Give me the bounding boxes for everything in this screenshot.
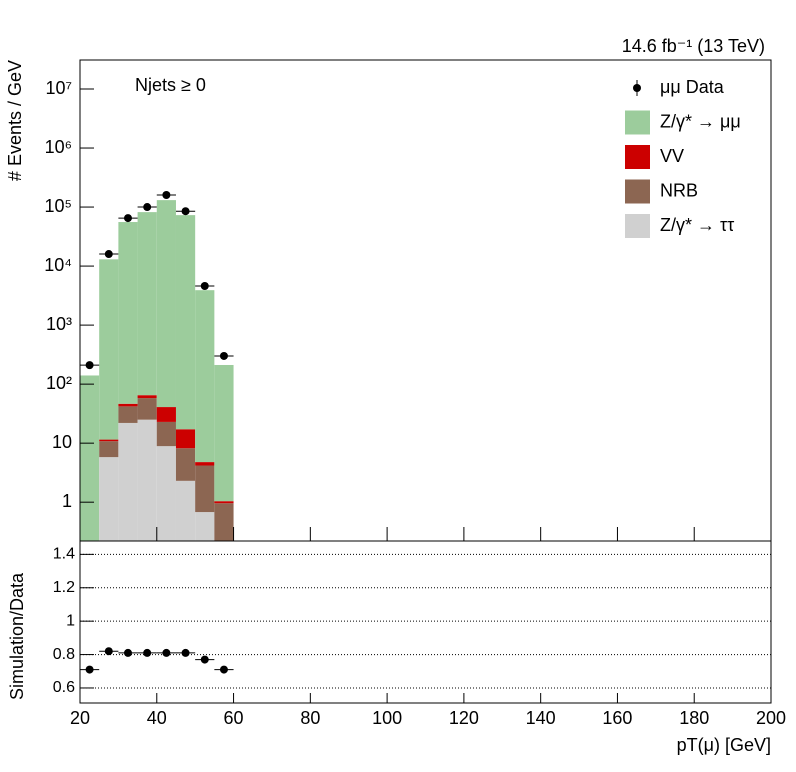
ratio-point [219,665,228,674]
x-tick-label: 200 [756,708,786,728]
histogram-bar [137,212,157,396]
histogram-bar [175,215,196,430]
y-tick-label: 10⁵ [45,196,72,216]
histogram-bar [156,407,176,422]
x-tick-label: 120 [449,708,479,728]
histogram-bar [195,462,215,466]
y-tick-label: 10³ [46,314,72,334]
histogram-bar [118,406,138,423]
ratio-point [104,647,113,656]
histogram-bar [195,290,215,463]
histogram-bar [214,501,234,504]
histogram-bar [156,446,176,541]
histogram-bar [118,222,138,404]
ratio-y-axis-label: Simulation/Data [7,572,27,700]
lumi-label: 14.6 fb⁻¹ (13 TeV) [622,36,765,56]
y-tick-label: 10² [46,373,72,393]
legend-label: NRB [660,180,698,200]
histogram-bar [118,422,138,541]
histogram-bar [137,398,157,420]
y-tick-label: 1.2 [53,579,75,596]
njets-label: Njets ≥ 0 [135,75,206,95]
legend-swatch [625,145,650,169]
legend-label: Z/γ* → ττ [660,215,734,235]
ratio-point [143,648,152,657]
legend-swatch [625,179,650,204]
data-point [85,361,94,370]
x-tick-label: 20 [70,708,90,728]
histogram-bar [99,439,119,442]
histogram-bar [195,465,215,513]
ratio-point [181,648,190,657]
histogram-bar [118,403,138,407]
histogram-bar [137,419,157,541]
y-tick-label: 10⁴ [44,255,72,275]
ratio-point [200,655,209,664]
histogram-bar [175,480,196,541]
data-point [219,351,228,360]
legend-label: Z/γ* → μμ [660,111,741,131]
legend-label: VV [660,146,684,166]
histogram-bar [214,503,234,541]
x-tick-label: 140 [526,708,556,728]
histogram-bar [214,364,234,502]
data-point [104,250,113,259]
histogram-bar [156,200,176,408]
legend-label: μμ Data [660,77,725,97]
legend-swatch [625,110,650,135]
plot-area [80,191,234,541]
histogram-bar [137,395,157,399]
y-tick-label: 10 [52,432,72,452]
x-tick-label: 180 [679,708,709,728]
data-point [181,207,190,216]
data-point [123,214,132,223]
histogram-bar [80,375,100,541]
x-tick-label: 100 [372,708,402,728]
ratio-point [162,648,171,657]
ratio-frame [79,540,772,704]
histogram-bar [175,448,196,481]
y-tick-label: 1 [62,491,72,511]
histogram-bar [99,259,119,440]
x-tick-label: 60 [224,708,244,728]
legend-swatch [625,214,650,238]
y-tick-label: 0.8 [53,646,75,663]
histogram-bar [195,512,215,541]
y-tick-label: 10⁶ [45,137,72,157]
data-point [143,203,152,212]
x-tick-label: 80 [300,708,320,728]
y-tick-label: 1.4 [53,546,75,563]
data-point [200,281,209,290]
histogram-bar [99,457,119,541]
y-axis-label: # Events / GeV [5,60,25,181]
legend-marker [633,84,641,92]
y-tick-label: 10⁷ [45,78,72,98]
ratio-point [123,648,132,657]
y-tick-label: 1 [66,612,75,629]
histogram-bar [156,421,176,447]
data-point [162,191,171,200]
histogram-bar [99,441,119,458]
y-tick-label: 0.6 [53,679,75,696]
x-tick-label: 40 [147,708,167,728]
ratio-point [85,665,94,674]
x-tick-label: 160 [602,708,632,728]
x-axis-label: pT(μ) [GeV] [677,735,771,755]
histogram-bar [175,429,196,449]
